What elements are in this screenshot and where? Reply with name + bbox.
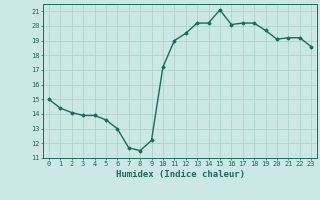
X-axis label: Humidex (Indice chaleur): Humidex (Indice chaleur): [116, 170, 244, 179]
